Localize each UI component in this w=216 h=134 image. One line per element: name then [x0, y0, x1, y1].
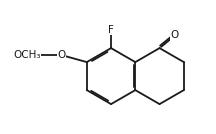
- Text: F: F: [108, 25, 114, 35]
- Text: O: O: [57, 50, 66, 60]
- Text: OCH₃: OCH₃: [13, 50, 41, 60]
- Text: O: O: [171, 31, 179, 40]
